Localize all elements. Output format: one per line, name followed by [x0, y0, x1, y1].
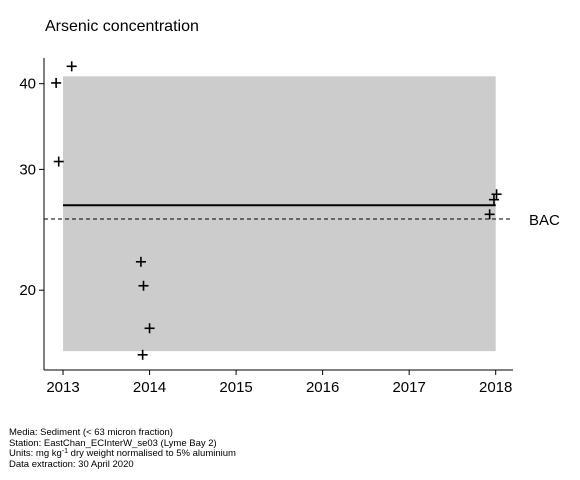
media-note: Media: Sediment (< 63 micron fraction)	[9, 427, 173, 438]
y-tick-label: 40	[19, 76, 36, 93]
data-point	[484, 209, 495, 220]
extraction-note: Data extraction: 30 April 2020	[9, 458, 134, 470]
data-point	[135, 256, 146, 267]
data-point	[66, 61, 77, 72]
data-point	[488, 194, 499, 205]
data-point	[491, 189, 502, 200]
y-tick-label: 20	[19, 282, 36, 299]
y-tick-label: 30	[19, 161, 36, 178]
x-tick-label: 2015	[219, 379, 252, 396]
bac-label: BAC	[529, 212, 560, 229]
data-point	[137, 349, 148, 360]
station-note: Station: EastChan_ECInterW_se03 (Lyme Ba…	[9, 437, 217, 449]
units-exponent: -1	[61, 448, 69, 456]
x-tick-label: 2017	[392, 379, 425, 396]
metadata-footer: Media: Sediment (< 63 micron fraction) S…	[9, 427, 236, 470]
shaded-region	[63, 76, 496, 352]
units-suffix: dry weight normalised to 5% aluminium	[68, 448, 236, 460]
x-tick-label: 2016	[306, 379, 339, 396]
units-text: Units: mg kg	[9, 448, 62, 460]
data-point	[144, 323, 155, 334]
x-tick-label: 2014	[133, 379, 166, 396]
data-point	[138, 280, 149, 291]
chart-title: Arsenic concentration	[45, 18, 199, 35]
data-point	[51, 77, 62, 88]
x-tick-label: 2018	[479, 379, 512, 396]
data-point	[53, 156, 64, 167]
x-tick-label: 2013	[46, 379, 79, 396]
units-note: Units: mg kg-1 dry weight normalised to …	[9, 448, 236, 460]
